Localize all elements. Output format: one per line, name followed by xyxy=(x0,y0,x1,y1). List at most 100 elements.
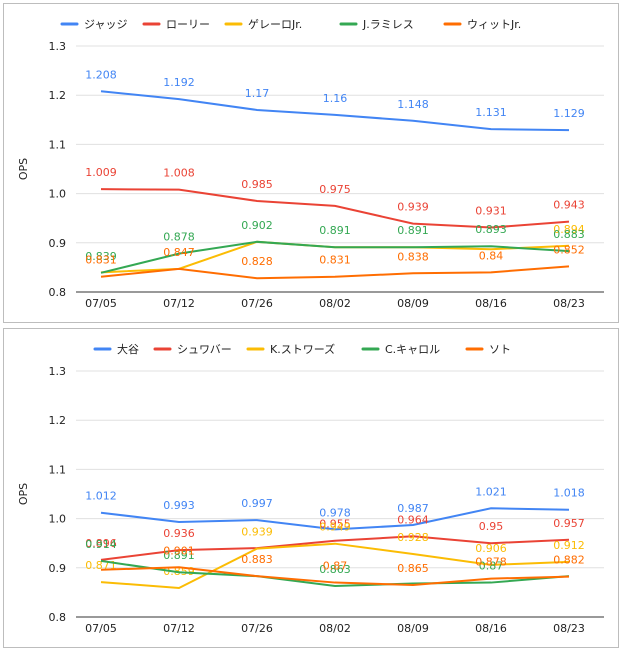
data-label: 1.131 xyxy=(475,106,507,119)
data-label: 0.987 xyxy=(397,502,429,515)
x-tick-label: 08/09 xyxy=(397,297,429,310)
data-label: 0.993 xyxy=(163,499,195,512)
data-label: 0.883 xyxy=(553,228,585,241)
data-label: 1.17 xyxy=(245,87,270,100)
y-tick-label: 0.8 xyxy=(49,611,67,624)
data-label: 0.839 xyxy=(85,250,117,263)
y-tick-label: 0.9 xyxy=(49,237,67,250)
data-label: 0.914 xyxy=(85,538,117,551)
data-label: 0.891 xyxy=(163,549,195,562)
x-tick-label: 07/05 xyxy=(85,622,117,635)
y-tick-label: 1.1 xyxy=(49,463,67,476)
y-axis-title: OPS xyxy=(17,483,30,505)
data-label: 0.878 xyxy=(163,231,195,244)
data-label: 1.012 xyxy=(85,490,117,503)
data-label: 0.863 xyxy=(319,563,351,576)
data-label: 0.902 xyxy=(241,219,273,232)
y-tick-label: 0.8 xyxy=(49,286,67,299)
legend-item: ローリー xyxy=(166,18,210,31)
y-tick-label: 1.0 xyxy=(49,188,67,201)
legend-item: K.ストワーズ xyxy=(270,342,335,356)
data-label: 0.878 xyxy=(475,556,507,569)
x-tick-label: 07/05 xyxy=(85,297,117,310)
data-label: 0.893 xyxy=(475,223,507,236)
x-tick-label: 07/12 xyxy=(163,297,195,310)
x-tick-label: 07/26 xyxy=(241,297,273,310)
data-label: 0.838 xyxy=(397,250,429,263)
x-tick-label: 08/16 xyxy=(475,297,507,310)
data-label: 0.928 xyxy=(397,531,429,544)
data-label: 0.95 xyxy=(479,520,504,533)
data-label: 1.208 xyxy=(85,68,117,81)
data-label: 0.831 xyxy=(85,254,117,267)
series-line xyxy=(100,265,570,280)
data-label: 0.912 xyxy=(553,539,585,552)
x-tick-label: 07/12 xyxy=(163,622,195,635)
data-label: 0.828 xyxy=(241,255,273,268)
y-tick-label: 1.0 xyxy=(49,513,67,526)
data-label: 0.939 xyxy=(397,201,429,214)
data-label: 0.906 xyxy=(475,542,507,555)
data-label: 0.883 xyxy=(241,553,273,566)
y-tick-label: 0.9 xyxy=(49,562,67,575)
y-axis-title: OPS xyxy=(17,158,30,180)
y-tick-label: 1.3 xyxy=(49,365,67,378)
data-label: 0.975 xyxy=(319,183,351,196)
data-label: 0.894 xyxy=(553,223,585,236)
data-label: 0.891 xyxy=(397,224,429,237)
data-label: 0.896 xyxy=(85,537,117,550)
x-tick-label: 08/09 xyxy=(397,622,429,635)
legend-item: ソト xyxy=(489,343,511,356)
data-label: 1.021 xyxy=(475,485,507,498)
chart-panel-bottom: 0.8 0.9 1.0 1.1 1.2 1.3 OPS 07/05 07/12 07/26 08/0… xyxy=(3,328,619,648)
data-label: 0.985 xyxy=(241,178,273,191)
y-tick-label: 1.2 xyxy=(49,89,67,102)
chart-svg-bottom: 0.8 0.9 1.0 1.1 1.2 1.3 OPS 07/05 07/12 07/26 08/0… xyxy=(17,342,604,635)
chart-panel-top: 0.8 0.9 1.0 1.1 1.2 1.3 OPS 07/05 07/12 07/26 08/0… xyxy=(3,3,619,323)
chart-svg-top: 0.8 0.9 1.0 1.1 1.2 1.3 OPS 07/05 07/12 07/26 08/0… xyxy=(17,18,604,310)
data-label: 1.009 xyxy=(85,166,117,179)
data-label: 0.847 xyxy=(163,246,195,259)
x-tick-label: 08/23 xyxy=(553,297,585,310)
data-label: 0.997 xyxy=(241,497,273,510)
data-label: 0.865 xyxy=(397,562,429,575)
legend-item: シュワバー xyxy=(177,343,232,356)
data-label: 0.882 xyxy=(553,554,585,567)
x-tick-label: 08/02 xyxy=(319,297,351,310)
data-label: 0.852 xyxy=(553,243,585,256)
data-label: 1.129 xyxy=(553,107,585,120)
x-tick-label: 08/23 xyxy=(553,622,585,635)
data-label: 1.192 xyxy=(163,76,195,89)
legend-item: ウィットJr. xyxy=(467,18,521,31)
legend-item: ジャッジ xyxy=(84,18,127,31)
data-label: 0.87 xyxy=(323,560,348,573)
legend-item: ゲレーロJr. xyxy=(248,18,302,31)
x-tick-label: 08/16 xyxy=(475,622,507,635)
data-label: 1.018 xyxy=(553,487,585,500)
data-label: 0.936 xyxy=(163,527,195,540)
data-label: 0.949 xyxy=(319,521,351,534)
data-label: 1.148 xyxy=(397,98,429,111)
data-label: 0.955 xyxy=(319,518,351,531)
data-label: 0.957 xyxy=(553,517,585,530)
data-label: 0.84 xyxy=(479,249,504,262)
data-label: 1.008 xyxy=(163,167,195,180)
y-tick-label: 1.3 xyxy=(49,40,67,53)
data-label: 0.939 xyxy=(241,526,273,539)
data-label: 0.87 xyxy=(479,560,504,573)
data-label: 0.964 xyxy=(397,513,429,526)
x-tick-label: 07/26 xyxy=(241,622,273,635)
y-tick-label: 1.1 xyxy=(49,138,67,151)
data-label: 0.943 xyxy=(553,199,585,212)
data-label: 0.901 xyxy=(163,544,195,557)
data-label: 0.931 xyxy=(475,205,507,218)
data-label: 0.831 xyxy=(319,254,351,267)
y-tick-label: 1.2 xyxy=(49,414,67,427)
data-label: 1.16 xyxy=(323,92,348,105)
legend-item: 大谷 xyxy=(117,342,139,356)
data-label: 0.978 xyxy=(319,506,351,519)
legend-item: J.ラミレス xyxy=(362,18,414,31)
data-label: 0.891 xyxy=(319,224,351,237)
legend-item: C.キャロル xyxy=(385,343,440,356)
x-tick-label: 08/02 xyxy=(319,622,351,635)
